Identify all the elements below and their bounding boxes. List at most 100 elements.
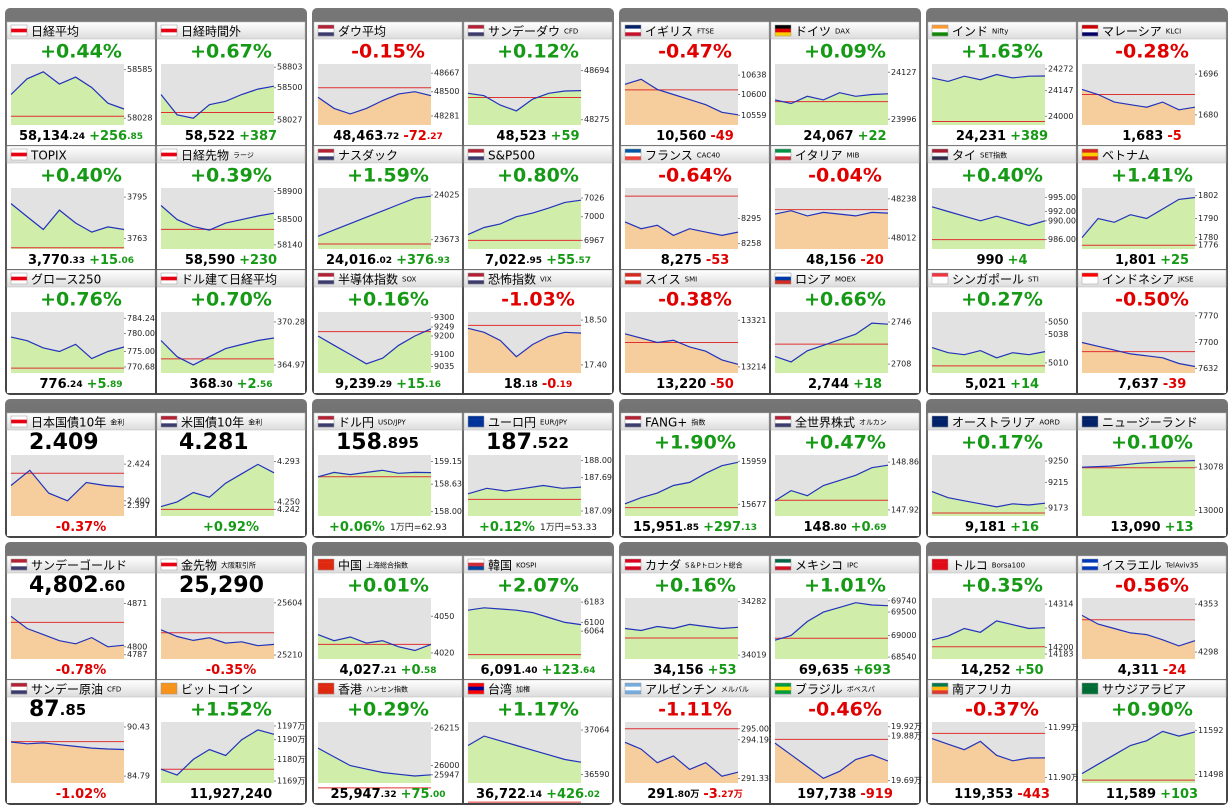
tick-label: 1197万 — [277, 721, 305, 730]
flag — [468, 562, 484, 567]
tick-label: 364.97 — [277, 361, 305, 370]
name: ニュージーランド — [1102, 415, 1198, 429]
name: トルコ — [952, 558, 988, 572]
change-decimal: .00 — [430, 790, 446, 800]
flag-border — [931, 682, 949, 695]
price-decimal: .14 — [526, 790, 542, 800]
name: ユーロ円 — [488, 415, 536, 429]
tile-header — [927, 21, 1077, 40]
change-decimal: .57 — [575, 256, 591, 266]
tick-label: 9200 — [434, 332, 454, 341]
sparkline — [624, 78, 739, 116]
change: +25 — [1160, 253, 1189, 268]
name: メキシコ — [795, 558, 843, 572]
tile-name: フランス CAC40 — [645, 148, 720, 162]
tile-header — [156, 21, 306, 40]
area — [11, 203, 124, 249]
tick-label: 986.00 — [1048, 235, 1076, 244]
area — [775, 465, 888, 516]
tile-header — [463, 555, 613, 574]
pct: -0.35% — [206, 663, 257, 678]
name: サンデーダウ — [488, 23, 560, 38]
name: TOPIX — [30, 148, 67, 162]
price-line: 6,091.40 +123.64 — [480, 663, 595, 678]
flag — [11, 683, 27, 687]
sparkline — [1081, 614, 1196, 647]
price-line: 148.80 +0.69 — [804, 520, 887, 535]
flag — [625, 690, 641, 695]
price-decimal: .95 — [526, 256, 542, 266]
tile-header — [156, 269, 306, 288]
flag — [11, 686, 27, 691]
flag — [11, 156, 27, 161]
area — [775, 323, 888, 373]
flag-border — [1081, 558, 1099, 571]
change: +256 — [89, 129, 127, 144]
price: 24,016 — [326, 253, 376, 268]
change-decimal: .64 — [580, 666, 596, 676]
area — [775, 92, 888, 125]
tick-label: 1780 — [1198, 233, 1218, 242]
price-line: 3,770.33 +15.06 — [28, 253, 134, 268]
sparkline — [10, 741, 125, 751]
tick-label: 48012 — [891, 234, 916, 243]
change-pct: +0.40% — [40, 165, 122, 187]
flag — [468, 273, 484, 277]
tick-label: 23996 — [891, 115, 916, 124]
tile-header — [927, 269, 1077, 288]
tile-header — [463, 269, 613, 288]
flag-border — [10, 415, 28, 428]
tile-header — [770, 269, 920, 288]
tile-header — [770, 21, 920, 40]
tile-name: 日経時間外 — [181, 24, 241, 38]
change: +0 — [401, 663, 421, 678]
tile-header — [927, 145, 1077, 164]
area — [1082, 615, 1195, 659]
tick-label: 6064 — [584, 627, 604, 636]
tile-header — [313, 555, 463, 574]
name: ドイツ — [795, 24, 831, 38]
tile-header — [620, 555, 770, 574]
tile-header — [156, 555, 306, 574]
flag-border — [774, 415, 792, 428]
flag-border — [317, 415, 335, 428]
change: -443 — [1017, 787, 1050, 802]
price-decimal: .02 — [376, 256, 392, 266]
sub-label: IPC — [847, 562, 858, 570]
tick-label: 294.19万 — [741, 735, 777, 744]
sparkline — [624, 623, 739, 632]
price: 48,156 — [806, 253, 856, 268]
tile-name: 台湾 加権 — [488, 681, 530, 696]
flag-border — [160, 558, 178, 571]
tick-label: 5038 — [1048, 330, 1068, 339]
tick-label: 158.00 — [434, 507, 462, 516]
sparkline — [467, 327, 582, 358]
flag — [625, 559, 641, 563]
flag — [468, 683, 484, 687]
tile-header — [927, 412, 1077, 431]
area — [932, 347, 1045, 373]
sparkline — [317, 328, 432, 365]
flag — [775, 423, 791, 428]
tick-label: 1776 — [1198, 241, 1218, 250]
change-pct: +0.90% — [1111, 699, 1193, 721]
price: 58,134 — [19, 129, 69, 144]
tile-header — [620, 145, 770, 164]
tick-label: 24127 — [891, 68, 916, 77]
flag-border — [467, 682, 485, 695]
flag-border — [317, 24, 335, 37]
price-decimal: .30 — [217, 380, 233, 390]
flag — [161, 273, 177, 277]
tile-name: ブラジル ボベスパ — [795, 681, 875, 696]
change-pct: +0.06% 1万円=62.93 — [329, 520, 447, 535]
name: ドル円 — [338, 415, 374, 429]
tile-name: スイス SMI — [645, 272, 697, 286]
flag-border — [160, 415, 178, 428]
price-big: 158.895 — [336, 430, 419, 455]
price-line: 13,090 +13 — [1110, 520, 1193, 535]
name: イスラエル — [1102, 558, 1162, 572]
tick-label: 1680 — [1198, 110, 1218, 119]
tick-label: 2.424 — [127, 460, 150, 469]
tile-name: サンデーゴールド — [31, 557, 127, 572]
flag — [11, 559, 27, 563]
